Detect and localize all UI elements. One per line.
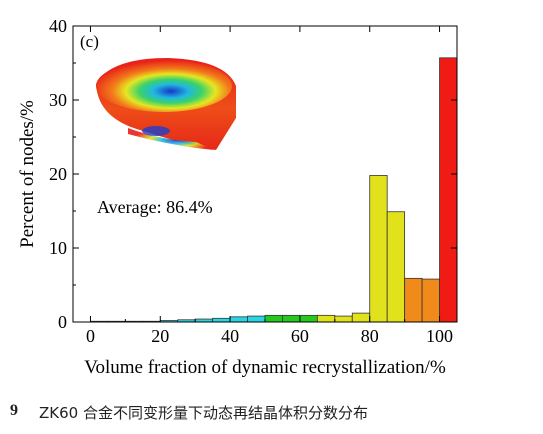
caption-text: ZK60 合金不同变形量下动态再结晶体积分数分布 xyxy=(39,404,368,422)
average-annotation: Average: 86.4% xyxy=(97,197,213,217)
x-axis-label: Volume fraction of dynamic recrystalliza… xyxy=(84,357,446,378)
histogram-bar-9 xyxy=(247,315,266,323)
panel-label: (c) xyxy=(80,32,99,51)
histogram-bar-16 xyxy=(369,175,388,323)
histogram-bar-14 xyxy=(334,315,353,323)
histogram-bar-12 xyxy=(299,314,318,323)
histogram-bar-13 xyxy=(316,314,336,323)
histogram-bar-10 xyxy=(264,314,283,323)
histogram-bar-20 xyxy=(439,57,458,323)
y-tick-label-10: 10 xyxy=(49,238,67,258)
histogram-bar-8 xyxy=(229,316,248,323)
x-tick-label-0: 0 xyxy=(86,326,95,346)
histogram-chart: 0 20 40 60 80 100 0 10 20 30 40 xyxy=(17,16,458,378)
histogram-bar-7 xyxy=(212,317,231,323)
y-tick-label-30: 30 xyxy=(49,90,67,110)
histogram-bar-19 xyxy=(421,278,440,323)
histogram-bar-11 xyxy=(282,314,301,323)
y-axis-label: Percent of nodes/% xyxy=(17,100,38,248)
histogram-bar-17 xyxy=(386,211,406,323)
x-tick-label-100: 100 xyxy=(426,326,453,346)
x-tick-label-60: 60 xyxy=(291,326,309,346)
y-tick-label-40: 40 xyxy=(49,16,67,36)
y-tick-label-0: 0 xyxy=(58,312,67,332)
x-tick-label-40: 40 xyxy=(221,326,239,346)
histogram-bar-18 xyxy=(404,277,423,323)
y-tick-label-20: 20 xyxy=(49,164,67,184)
x-tick-label-80: 80 xyxy=(361,326,379,346)
figure-caption: 9 ZK60 合金不同变形量下动态再结晶体积分数分布 xyxy=(0,398,543,426)
x-tick-label-20: 20 xyxy=(151,326,169,346)
specimen-contour-inset xyxy=(96,58,236,150)
ticks-group: 0 20 40 60 80 100 0 10 20 30 40 xyxy=(49,16,457,346)
histogram-bar-15 xyxy=(351,312,371,323)
bars-group xyxy=(90,57,458,323)
caption-number: 9 xyxy=(10,402,18,419)
